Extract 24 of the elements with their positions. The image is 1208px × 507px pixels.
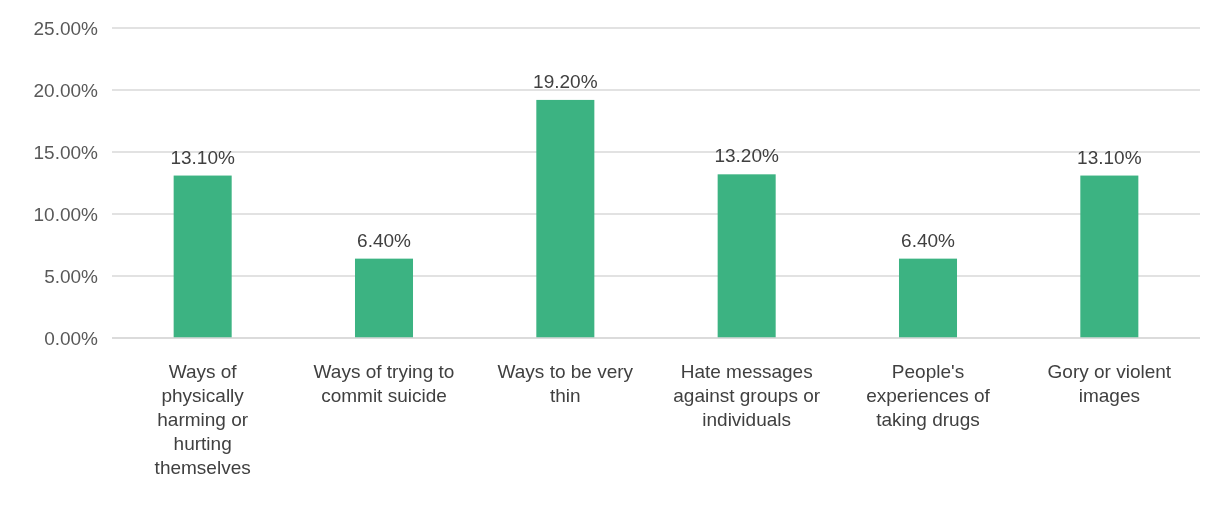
- y-tick-label: 15.00%: [33, 141, 99, 163]
- x-tick-label: Ways to be very thin: [497, 361, 634, 406]
- data-label: 13.10%: [170, 146, 235, 168]
- bar: [717, 174, 776, 338]
- x-tick-label: Gory or violent images: [1047, 361, 1172, 406]
- y-tick-label: 25.00%: [33, 17, 99, 39]
- bar: [536, 99, 595, 338]
- y-tick-label: 5.00%: [44, 265, 99, 287]
- bar: [173, 175, 232, 338]
- x-tick-label: People's experiences of taking drugs: [866, 361, 991, 430]
- y-tick-label: 20.00%: [33, 79, 99, 101]
- x-tick-label: Hate messages against groups or individuals: [673, 361, 821, 430]
- data-label: 19.20%: [533, 70, 598, 92]
- data-label: 6.40%: [901, 229, 956, 251]
- data-label: 6.40%: [357, 229, 412, 251]
- y-tick-label: 10.00%: [33, 203, 99, 225]
- x-tick-label: Ways of physically harming or hurting themselves: [154, 361, 251, 478]
- bar: [354, 258, 414, 338]
- data-label: 13.20%: [714, 145, 779, 167]
- data-label: 13.10%: [1077, 146, 1142, 168]
- x-tick-label: Ways of trying to commit suicide: [313, 361, 455, 406]
- y-tick-label: 0.00%: [44, 327, 99, 349]
- bar: [898, 258, 958, 338]
- bar: [1080, 175, 1139, 338]
